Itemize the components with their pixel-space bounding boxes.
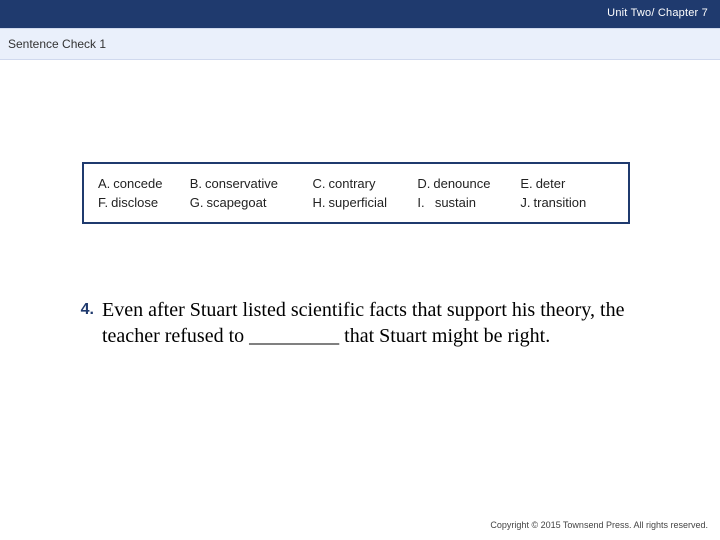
copyright-footer: Copyright © 2015 Townsend Press. All rig… [490,520,708,530]
option-cell: I. sustain [417,193,520,212]
section-title: Sentence Check 1 [8,37,106,51]
question-text: Even after Stuart listed scientific fact… [102,298,627,349]
option-word: concede [113,176,162,191]
option-label: B. [190,176,202,191]
option-word: conservative [205,176,278,191]
option-word: disclose [111,195,158,210]
option-word: superficial [329,195,388,210]
option-cell: C.contrary [313,174,418,193]
option-label: E. [520,176,532,191]
option-label: H. [313,195,326,210]
option-label: I. [417,195,424,210]
option-label: J. [520,195,530,210]
option-label: C. [313,176,326,191]
question-number: 4. [66,301,94,319]
option-cell: B.conservative [190,174,313,193]
vocab-options-table: A.concede B.conservative C.contrary D.de… [98,174,614,212]
option-cell: E. deter [520,174,614,193]
option-word: scapegoat [206,195,266,210]
unit-chapter-label: Unit Two/ Chapter 7 [607,7,708,19]
option-word: deter [536,176,566,191]
option-word: sustain [435,195,476,210]
option-cell: F.disclose [98,193,190,212]
option-label: D. [417,176,430,191]
option-word: transition [534,195,587,210]
option-cell: H.superficial [313,193,418,212]
option-cell: G.scapegoat [190,193,313,212]
table-row: F.disclose G.scapegoat H.superficial I. … [98,193,614,212]
option-label: G. [190,195,204,210]
option-word: denounce [433,176,490,191]
header-bar: Unit Two/ Chapter 7 [0,0,720,28]
slide: Unit Two/ Chapter 7 Sentence Check 1 A.c… [0,0,720,540]
option-cell: J. transition [520,193,614,212]
section-bar: Sentence Check 1 [0,28,720,60]
option-cell: D.denounce [417,174,520,193]
option-label: F. [98,195,108,210]
table-row: A.concede B.conservative C.contrary D.de… [98,174,614,193]
option-word: contrary [329,176,376,191]
vocab-options-box: A.concede B.conservative C.contrary D.de… [82,162,630,224]
option-label: A. [98,176,110,191]
option-cell: A.concede [98,174,190,193]
